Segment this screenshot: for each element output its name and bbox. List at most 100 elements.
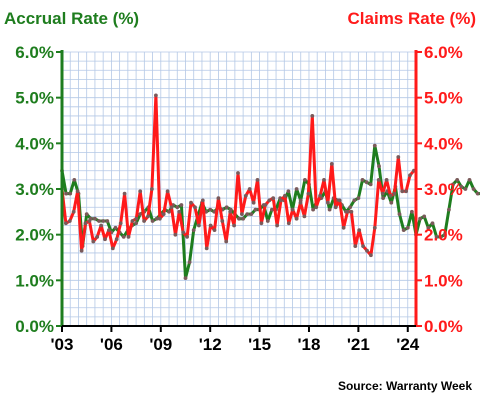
data-point [396,155,401,159]
data-point [265,219,270,223]
data-point [459,184,464,189]
data-point [181,230,186,235]
data-point [105,219,110,223]
right-tick-label: 3.0% [424,180,463,199]
data-point [236,171,240,175]
data-point [107,228,111,233]
data-point [455,178,460,182]
data-point [294,187,299,191]
left-tick-label: 4.0% [15,134,54,153]
data-point [271,196,276,201]
data-point [357,228,362,233]
data-point [75,189,80,194]
data-point [348,205,352,210]
data-point [361,244,365,249]
data-point [138,189,143,194]
data-point [161,212,166,217]
data-point [400,189,405,194]
data-point [365,248,369,253]
data-point [294,216,299,221]
right-tick-label: 1.0% [424,271,463,290]
data-point [208,207,213,212]
data-point [356,196,361,201]
data-point [232,223,237,228]
series-line [60,93,416,257]
data-point [380,191,385,196]
data-point [175,205,180,210]
left-tick-label: 1.0% [15,271,54,290]
data-point [302,214,307,219]
data-point [283,193,287,198]
data-point [451,182,455,187]
data-point [337,198,342,203]
data-point [122,191,127,196]
x-tick-label: '03 [51,335,74,354]
data-point [247,187,252,191]
data-point [185,235,190,239]
data-point [87,219,92,223]
data-point [193,205,197,210]
data-point [169,205,174,210]
data-point [410,209,414,214]
data-point [422,214,427,219]
data-point [99,223,103,228]
data-point [369,253,373,258]
data-point [68,191,73,196]
data-point [314,205,319,210]
data-point [270,207,274,212]
data-point [329,162,334,166]
data-point [345,209,350,214]
data-point [430,221,435,226]
data-point [118,221,123,226]
data-point [208,223,213,228]
data-point [404,189,408,194]
x-tick-label: '06 [100,335,123,354]
data-point [241,216,246,221]
x-tick-label: '21 [347,335,370,354]
data-point [388,193,393,198]
data-point [150,187,154,191]
left-tick-label: 2.0% [15,226,54,245]
data-point [376,178,381,182]
data-point [179,203,184,207]
data-point [64,221,68,226]
data-point [368,182,373,187]
left-tick-label: 3.0% [15,180,54,199]
right-axis-title: Claims Rate (%) [348,9,476,28]
data-point [372,143,377,148]
data-point [253,207,258,212]
data-point [353,244,358,249]
data-point [286,189,291,194]
data-point [349,209,354,214]
data-point [224,205,229,210]
data-point [121,235,126,239]
data-point [426,225,431,230]
data-point [134,216,139,221]
data-point [389,200,394,205]
data-point [255,178,260,182]
data-point [114,237,119,242]
data-point [200,198,205,203]
data-point [71,209,76,214]
data-point [157,216,162,221]
data-point [189,200,193,205]
data-point [405,225,410,230]
data-point [326,200,330,205]
data-point [275,223,279,228]
data-point [228,209,233,214]
data-point [310,114,315,118]
data-point [408,173,412,178]
data-point [384,178,389,182]
data-point [142,219,147,223]
right-tick-label: 4.0% [424,134,463,153]
data-point [364,180,369,185]
data-point [204,246,209,251]
series-layer [60,93,480,280]
data-point [251,200,256,205]
right-tick-label: 6.0% [424,43,463,62]
data-point [84,212,89,217]
data-point [475,191,480,196]
data-point [442,232,447,237]
data-point [267,198,272,203]
